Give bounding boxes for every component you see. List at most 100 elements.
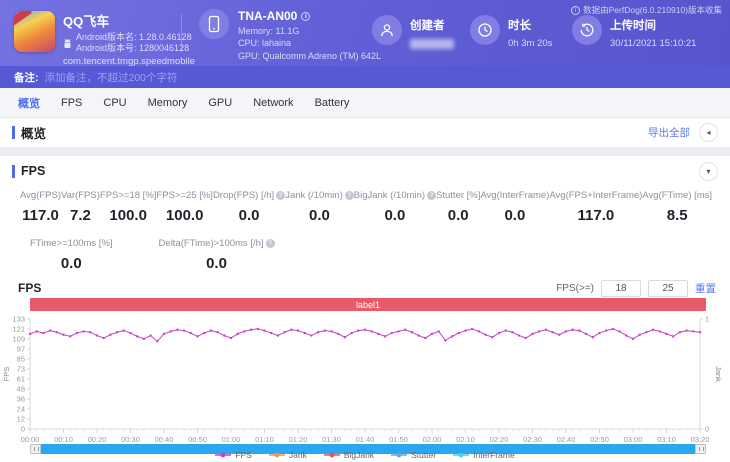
slider-handle-left[interactable] (30, 444, 41, 454)
app-info-block: QQ飞车 Android版本名: 1.28.0.46128 Android版本号… (14, 11, 195, 67)
tab-CPU[interactable]: CPU (103, 96, 127, 109)
slider-track[interactable] (41, 444, 695, 454)
stat-label: Avg(FTime) [ms] (642, 190, 713, 201)
legend-item-BigJank[interactable]: BigJank (323, 450, 374, 460)
svg-text:02:00: 02:00 (423, 435, 442, 443)
stat-value: 0.0 (238, 207, 260, 224)
stat-FPS>=18 [%]: FPS>=18 [%] 100.0 (100, 190, 157, 224)
stat-value: 7.2 (70, 207, 91, 224)
stat-value: 0.0 (447, 207, 469, 224)
stat-value: 0.0 (60, 255, 82, 272)
legend-item-InterFrame[interactable]: InterFrame (453, 450, 515, 460)
svg-text:Jank: Jank (714, 366, 723, 382)
reset-link[interactable]: 重置 (695, 282, 716, 295)
note-input[interactable]: 备注: 添加备注，不超过200个字符 (0, 66, 730, 88)
svg-text:01:20: 01:20 (289, 435, 308, 443)
export-all-link[interactable]: 导出全部 (648, 127, 690, 139)
tab-GPU[interactable]: GPU (208, 96, 233, 109)
collapse-down-icon[interactable]: ▾ (699, 161, 718, 181)
header-divider (181, 14, 182, 52)
fps-threshold-input-2[interactable] (648, 279, 688, 297)
svg-text:12: 12 (17, 415, 25, 424)
stat-label: Stutter [%] (436, 190, 481, 201)
svg-text:00:50: 00:50 (188, 435, 207, 443)
stat-Avg(FTime) [ms]: Avg(FTime) [ms] 8.5 (642, 190, 712, 224)
stat-value: 100.0 (165, 207, 204, 224)
device-info-icon[interactable]: i (301, 11, 311, 21)
svg-text:121: 121 (12, 325, 25, 334)
legend-item-FPS[interactable]: FPS (215, 450, 252, 460)
upload-time-block: 上传时间 30/11/2021 15:10:21 (572, 15, 696, 49)
app-package: com.tencent.tmgp.speedmobile (63, 56, 196, 67)
creator-name-blurred (410, 39, 454, 49)
stat-value: 0.0 (206, 255, 227, 272)
svg-text:24: 24 (17, 405, 25, 414)
history-clock-icon (572, 15, 602, 45)
section-tabbar: 概览 FPS CPU Memory GPU Network Battery (0, 88, 730, 118)
note-label: 备注: (14, 71, 39, 84)
device-model: TNA-AN00 (238, 9, 298, 23)
fps-chart-toolbar: FPS FPS(>=) 重置 (0, 279, 730, 297)
svg-text:01:10: 01:10 (255, 435, 274, 443)
stat-label: Var(FPS) (61, 190, 100, 201)
stat-Delta(FTime)>100ms [/h]: Delta(FTime)>100ms [/h]? 0.0 (159, 238, 275, 272)
svg-text:02:10: 02:10 (456, 435, 475, 443)
stat-Avg(FPS+InterFrame): Avg(FPS+InterFrame) 117.0 (549, 190, 642, 224)
chart-range-slider (30, 444, 706, 454)
stat-FPS>=25 [%]: FPS>=25 [%] 100.0 (156, 190, 213, 224)
device-memory: Memory: 11.1G (238, 25, 300, 36)
stat-BigJank (/10min): BigJank (/10min)? 0.0 (354, 190, 437, 224)
section-accent-bar (12, 126, 15, 139)
fps-threshold-input-1[interactable] (601, 279, 641, 297)
stat-value: 8.5 (666, 207, 688, 224)
help-icon[interactable]: ? (265, 239, 275, 248)
tab-Battery[interactable]: Battery (314, 96, 350, 109)
svg-text:03:20: 03:20 (691, 435, 710, 443)
stat-value: 0.0 (504, 207, 526, 224)
stat-label: Drop(FPS) [/h]? (213, 190, 286, 201)
stat-value: 117.0 (22, 207, 59, 224)
fps-chart-title: FPS (18, 281, 42, 295)
help-icon[interactable]: ? (344, 191, 354, 200)
collapse-left-icon[interactable]: ◂ (699, 123, 718, 142)
svg-text:00:00: 00:00 (21, 435, 40, 443)
help-icon[interactable]: ? (276, 191, 286, 200)
collected-by-note: i 数据由PerfDog(6.0.210910)版本收集 (571, 4, 722, 16)
svg-text:02:40: 02:40 (557, 435, 576, 443)
stat-label: Avg(FPS) (20, 190, 62, 201)
legend-item-Stutter[interactable]: Stutter (391, 450, 436, 460)
svg-text:FPS: FPS (2, 367, 11, 382)
overview-title: 概览 (21, 127, 47, 141)
upload-time-value: 30/11/2021 15:10:21 (610, 38, 697, 49)
tab-Memory[interactable]: Memory (147, 96, 188, 109)
svg-text:97: 97 (17, 345, 25, 354)
stat-label: FTime>=100ms [%] (30, 238, 113, 249)
tab-Network[interactable]: Network (253, 96, 294, 109)
stat-label: FPS>=25 [%] (156, 190, 213, 201)
legend-item-Jank[interactable]: Jank (268, 450, 307, 460)
tab-概览[interactable]: 概览 (18, 97, 40, 110)
person-icon (372, 15, 402, 45)
stat-label: Jank (/10min)? (285, 190, 354, 201)
device-info-block: TNA-AN00 i Memory: 11.1G CPU: lahaina GP… (199, 9, 381, 61)
android-icon (64, 38, 71, 48)
stat-label: Avg(InterFrame) (480, 190, 550, 201)
stat-label: BigJank (/10min)? (354, 190, 437, 201)
tab-FPS[interactable]: FPS (61, 96, 83, 109)
svg-text:02:50: 02:50 (590, 435, 609, 443)
svg-text:01:30: 01:30 (322, 435, 341, 443)
svg-text:109: 109 (12, 335, 25, 344)
stat-value: 117.0 (577, 207, 615, 224)
app-version-name: Android版本名: 1.28.0.46128 (76, 32, 192, 42)
svg-text:85: 85 (17, 355, 25, 364)
app-icon (14, 11, 55, 52)
chart-annotation-bar[interactable]: label1 (30, 298, 706, 311)
svg-text:0: 0 (705, 425, 709, 434)
collected-by-text: 数据由PerfDog(6.0.210910)版本收集 (583, 5, 722, 15)
slider-handle-right[interactable] (695, 444, 706, 454)
overview-section-header: 概览 导出全部 ◂ (0, 118, 730, 147)
help-icon[interactable]: ? (427, 191, 437, 200)
svg-text:01:00: 01:00 (222, 435, 241, 443)
